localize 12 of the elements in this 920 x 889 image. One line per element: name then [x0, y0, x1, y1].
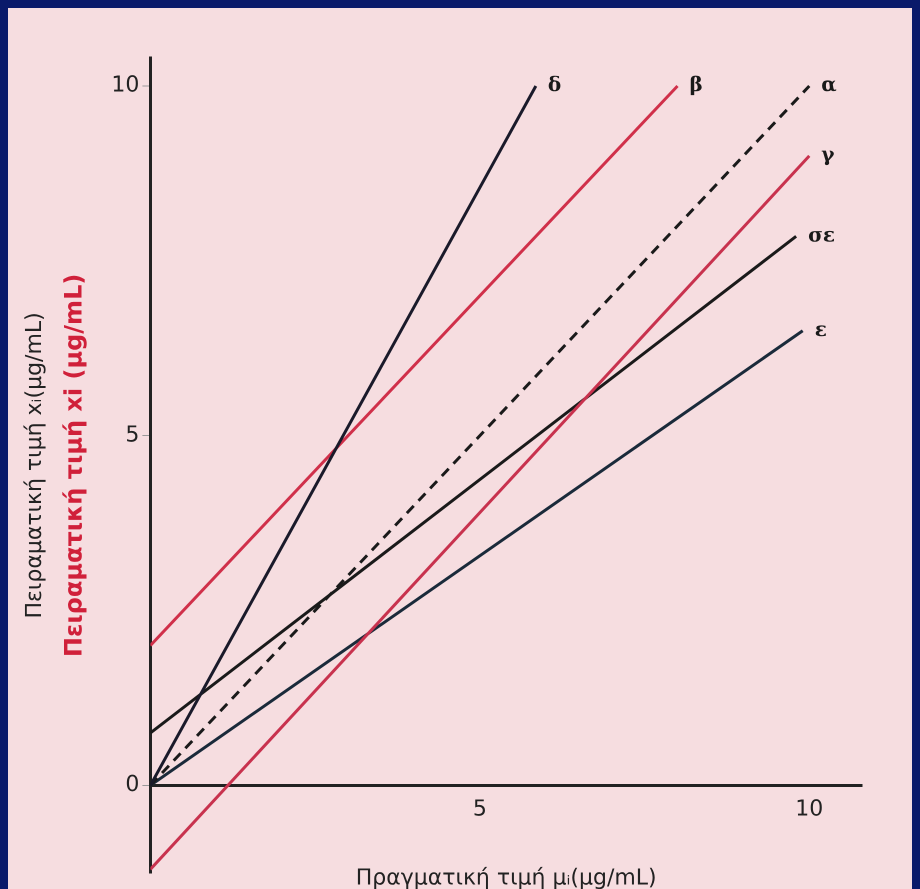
y-tick-label: 0	[125, 772, 140, 798]
y-axis-title: Πειραματική τιμή xᵢ(μg/mL)	[22, 312, 47, 619]
series-label: σε	[808, 222, 836, 247]
y-tick-label: 5	[125, 422, 140, 448]
series-label: β	[690, 72, 703, 96]
series-label: α	[821, 72, 837, 96]
series-label: ε	[814, 316, 827, 341]
series-label: γ	[821, 142, 836, 166]
x-axis-title: Πραγματική τιμή μᵢ(μg/mL)	[356, 866, 657, 889]
y-tick-label: 10	[111, 72, 140, 98]
series-label: δ	[548, 72, 562, 96]
text: Πειραματική τιμή xi (μg/mL)	[60, 274, 88, 658]
